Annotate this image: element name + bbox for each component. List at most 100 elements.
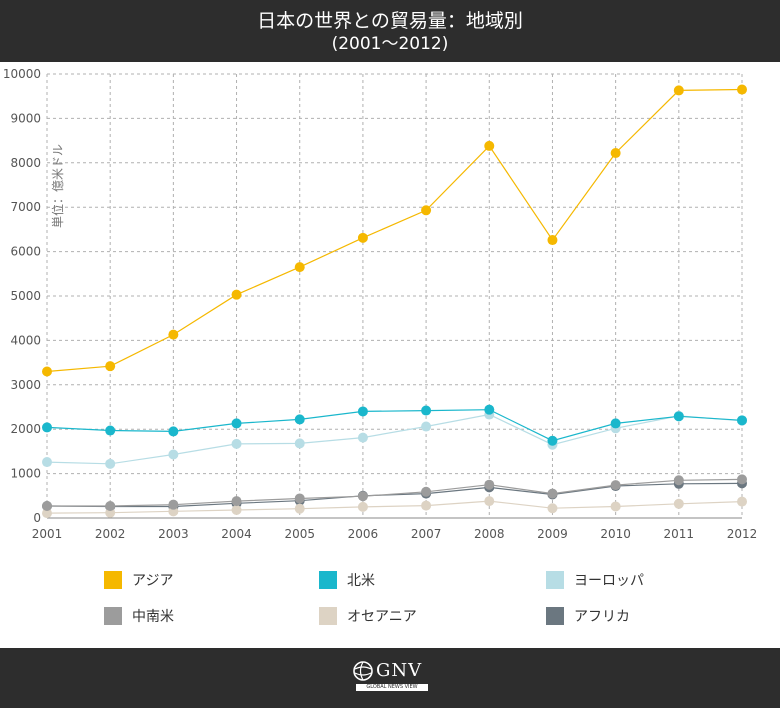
data-point [737,496,747,507]
x-tick-label: 2010 [600,527,631,541]
legend-swatch [546,607,564,625]
legend-item: 北米 [319,568,375,592]
y-tick-label: 2000 [10,422,41,436]
x-tick-label: 2008 [474,527,505,541]
logo-subtext: GLOBAL NEWS VIEW [356,684,428,691]
globe-icon [353,661,373,681]
data-point [673,85,684,96]
data-point [105,501,116,512]
y-tick-label: 10000 [3,67,41,81]
y-tick-label: 4000 [10,333,41,347]
series-中南米 [42,474,747,512]
legend-swatch [319,607,337,625]
data-point [105,425,116,436]
data-point [737,474,747,485]
series-line [46,88,743,373]
chart-grid [46,73,743,518]
y-tick-label: 7000 [10,200,41,214]
legend-label: ヨーロッパ [574,573,644,589]
y-tick-label: 9000 [10,111,41,125]
x-tick-label: 2003 [158,527,189,541]
data-point [231,505,242,516]
data-point [42,422,52,433]
x-tick-label: 2009 [537,527,568,541]
data-point [357,432,368,443]
x-tick-label: 2004 [221,527,252,541]
legend-item: 中南米 [104,604,174,628]
legend-label: アフリカ [574,609,630,625]
series-北米 [42,404,747,446]
y-tick-label: 6000 [10,245,41,259]
legend-label: 北米 [347,573,375,589]
data-point [357,406,368,417]
legend-label: 中南米 [132,609,174,625]
data-point [484,496,495,507]
data-point [547,235,558,246]
series-ヨーロッパ [42,409,747,469]
data-point [673,498,684,509]
data-point [42,501,52,512]
data-point [484,140,495,151]
data-point [673,411,684,422]
x-tick-label: 2001 [32,527,63,541]
data-point [294,438,305,449]
logo-text: GNV [376,660,423,681]
legend-swatch [104,607,122,625]
line-chart: 0 1000 2000 3000 4000 5000 6000 7000 8000 9000 100… [3,67,757,541]
data-point [610,148,621,159]
x-tick-label: 2005 [284,527,315,541]
data-point [484,404,495,415]
data-point [294,493,305,504]
data-point [168,426,179,437]
x-tick-label: 2002 [95,527,126,541]
series-line [46,409,743,442]
x-tick-label: 2007 [411,527,442,541]
data-point [673,475,684,486]
data-point [421,421,432,432]
y-tick-label: 0 [33,511,41,525]
x-tick-label: 2006 [348,527,379,541]
data-point [231,418,242,429]
data-point [231,496,242,507]
legend-label: オセアニア [347,609,417,625]
footer: GNV GLOBAL NEWS VIEW [0,648,780,708]
data-point [737,415,747,426]
chart-series [42,84,747,519]
data-point [294,503,305,514]
data-point [357,501,368,512]
legend-swatch [104,571,122,589]
data-point [42,366,52,377]
data-point [610,418,621,429]
series-アジア [42,84,747,377]
legend-item: ヨーロッパ [546,568,644,592]
chart-legend: アジア 北米 ヨーロッパ中南米 オセアニア アフリカ [0,560,780,640]
data-point [231,438,242,449]
data-point [42,508,52,519]
legend-swatch [546,571,564,589]
data-point [105,361,116,372]
legend-item: アフリカ [546,604,630,628]
data-point [737,84,747,95]
data-point [294,262,305,273]
data-point [231,289,242,300]
data-point [357,491,368,502]
legend-label: アジア [132,573,174,589]
data-point [547,488,558,499]
y-axis-label: 単位：億米ドル [50,144,65,228]
series-line [46,482,743,508]
chart-axes: 0 1000 2000 3000 4000 5000 6000 7000 8000 9000 100… [3,67,757,541]
legend-item: オセアニア [319,604,417,628]
data-point [421,205,432,216]
data-point [610,480,621,491]
y-tick-label: 8000 [10,156,41,170]
x-tick-label: 2012 [727,527,758,541]
data-point [168,449,179,460]
y-tick-label: 5000 [10,289,41,303]
gnv-logo: GNV GLOBAL NEWS VIEW [352,658,432,698]
x-tick-label: 2011 [664,527,695,541]
data-point [294,414,305,425]
data-point [168,329,179,340]
legend-swatch [319,571,337,589]
data-point [168,499,179,510]
legend-item: アジア [104,568,173,592]
